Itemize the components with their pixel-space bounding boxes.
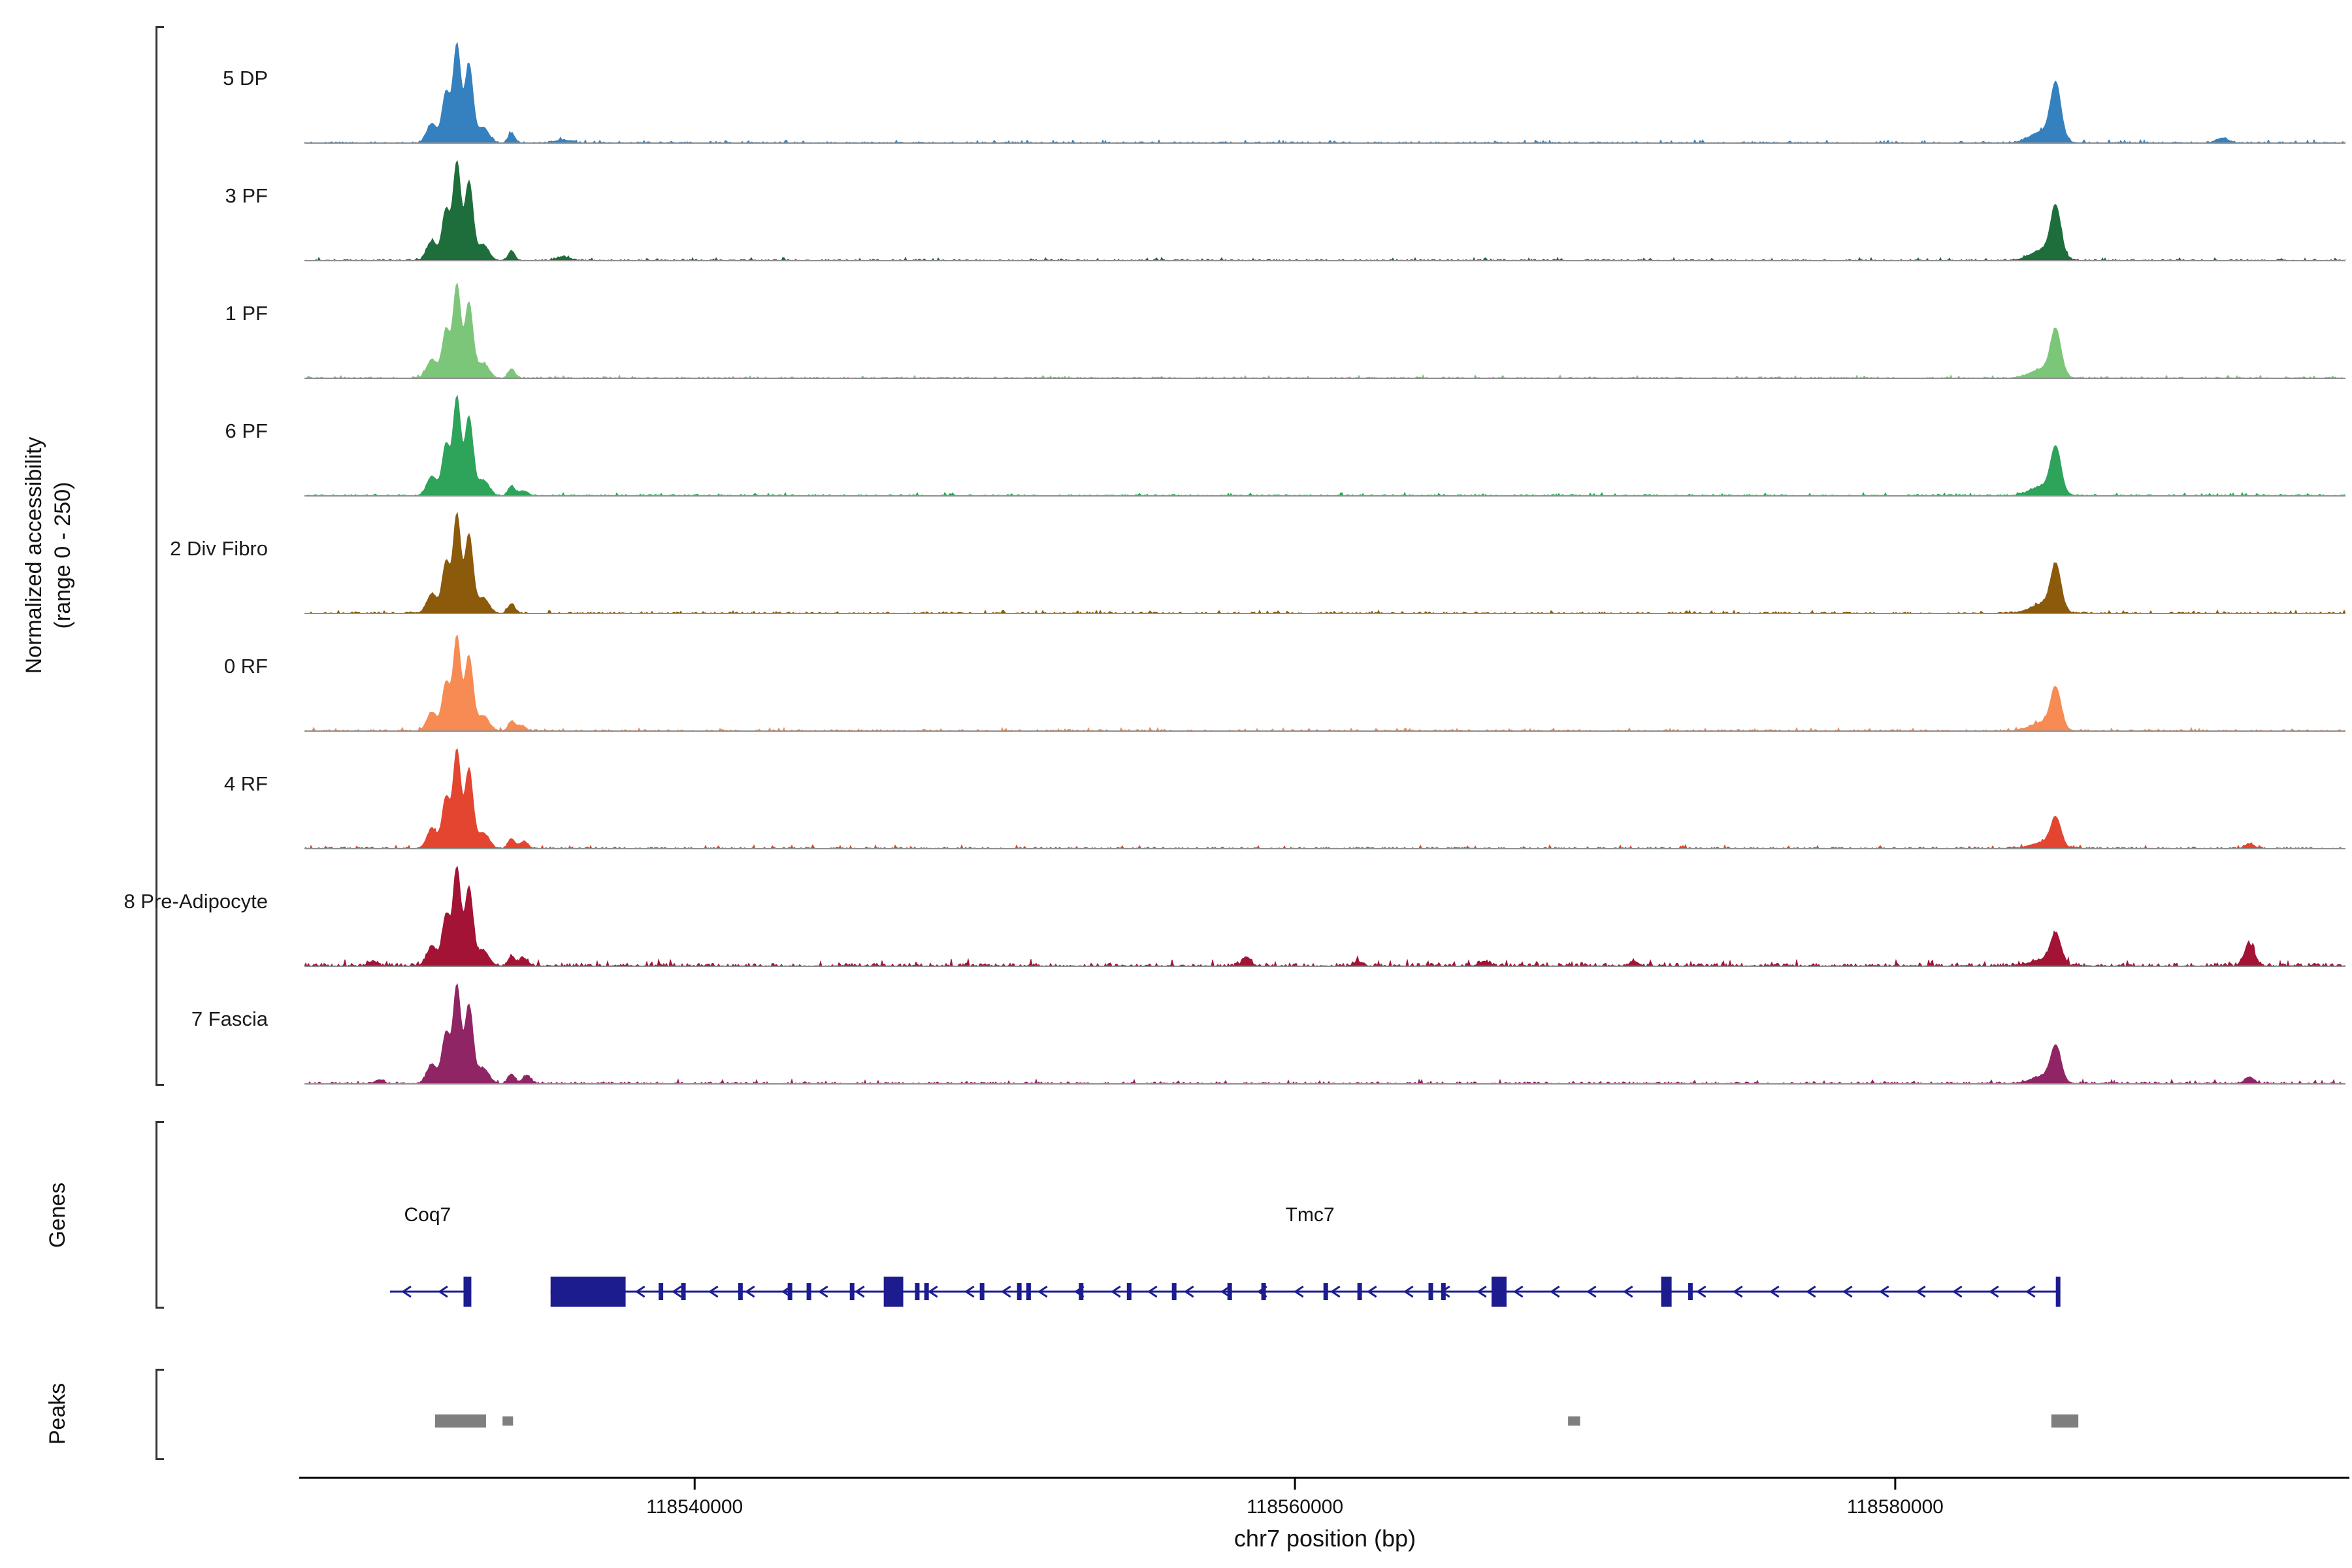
- peaks-axis-bracket: [155, 1369, 164, 1460]
- gene-label-coq7: Coq7: [404, 1204, 451, 1226]
- genes-section-label: Genes: [44, 1182, 70, 1249]
- track-signal-1: [304, 160, 2345, 261]
- track-signal-4: [304, 512, 2345, 614]
- x-axis: [299, 1477, 2349, 1490]
- track-signal-2: [304, 282, 2345, 379]
- y-axis-label-line1: Normalized accessibility: [21, 436, 46, 674]
- peaks-track: [434, 1414, 2079, 1428]
- track-signal-8: [304, 983, 2345, 1085]
- track-signal-0: [304, 41, 2345, 144]
- track-signal-6: [304, 748, 2345, 849]
- peaks-section-label: Peaks: [44, 1382, 70, 1445]
- gene-label-tmc7: Tmc7: [1285, 1204, 1335, 1226]
- x-axis-title: chr7 position (bp): [1233, 1525, 1416, 1552]
- track-label-8-pre-adipocyte: 8 Pre-Adipocyte: [123, 890, 268, 913]
- genes-track: [389, 1277, 2061, 1307]
- track-label-1-pf: 1 PF: [225, 302, 268, 325]
- track-label-4-rf: 4 RF: [223, 772, 268, 795]
- track-signal-5: [304, 634, 2345, 732]
- y-axis-label: Normalized accessibility (range 0 - 250): [20, 437, 77, 674]
- track-label-5-dp: 5 DP: [223, 67, 268, 90]
- genes-axis-bracket: [155, 1121, 164, 1309]
- track-label-3-pf: 3 PF: [225, 184, 268, 207]
- tracks-axis-bracket: [155, 26, 164, 1086]
- y-axis-label-line2: (range 0 - 250): [50, 482, 75, 629]
- track-label-7-fascia: 7 Fascia: [191, 1007, 268, 1030]
- x-tick-label-1: 118560000: [1247, 1496, 1344, 1518]
- track-label-2-div-fibro: 2 Div Fibro: [170, 537, 268, 560]
- track-signal-7: [304, 865, 2345, 967]
- track-signal-3: [304, 395, 2345, 497]
- track-label-6-pf: 6 PF: [225, 419, 268, 442]
- x-tick-label-0: 118540000: [646, 1496, 743, 1518]
- track-label-0-rf: 0 RF: [223, 655, 268, 678]
- x-tick-label-2: 118580000: [1846, 1496, 1944, 1518]
